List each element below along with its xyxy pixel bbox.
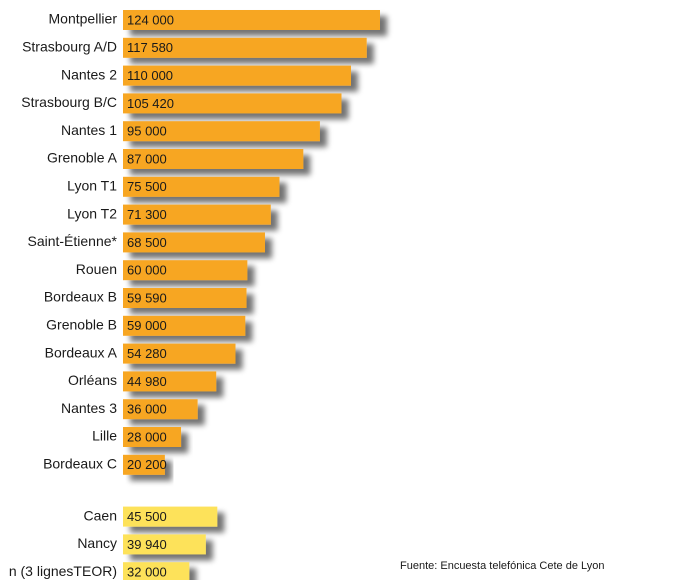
category-label: Bordeaux B <box>44 289 117 305</box>
category-label: Orléans <box>68 372 117 388</box>
value-label: 105 420 <box>127 96 174 111</box>
bar <box>123 288 247 308</box>
value-label: 71 300 <box>127 207 167 222</box>
value-label: 44 980 <box>127 374 167 389</box>
bar <box>123 149 304 169</box>
value-label: 28 000 <box>127 429 167 444</box>
value-label: 117 580 <box>127 40 173 55</box>
value-label: 110 000 <box>127 68 173 83</box>
bar <box>123 506 218 527</box>
bar <box>123 37 367 58</box>
bar <box>123 176 280 197</box>
bar <box>123 534 206 555</box>
bar <box>123 232 265 253</box>
category-label: Strasbourg B/C <box>21 94 117 110</box>
value-label: 54 280 <box>127 346 167 361</box>
bar <box>123 260 248 281</box>
value-label: 60 000 <box>127 263 167 278</box>
category-label: Grenoble A <box>47 150 118 166</box>
bar <box>123 454 165 475</box>
value-label: 87 000 <box>127 151 167 166</box>
category-label: Lyon T2 <box>67 205 117 221</box>
value-label: 75 500 <box>127 179 167 194</box>
category-label: Bordeaux A <box>45 344 118 360</box>
category-label: Saint-Étienne* <box>27 233 117 249</box>
category-label: Grenoble B <box>46 317 117 333</box>
value-label: 36 000 <box>127 402 167 417</box>
bar <box>123 93 342 114</box>
category-label: Strasbourg A/D <box>22 39 117 55</box>
category-label: Nancy <box>77 535 117 551</box>
value-label: 59 590 <box>127 290 167 305</box>
category-label: Montpellier <box>49 11 118 27</box>
category-label: Bordeaux C <box>43 456 117 472</box>
bar <box>123 65 351 86</box>
bar <box>123 315 246 336</box>
bar <box>123 204 271 225</box>
category-label: Caen <box>84 507 117 523</box>
category-label: Lyon T1 <box>67 178 117 194</box>
value-label: 39 940 <box>127 537 167 552</box>
value-label: 95 000 <box>127 124 167 139</box>
value-label: 32 000 <box>127 565 167 580</box>
value-label: 45 500 <box>127 509 167 524</box>
category-label: Nantes 3 <box>61 400 117 416</box>
category-label: Nantes 2 <box>61 66 117 82</box>
bar <box>123 427 182 447</box>
value-label: 68 500 <box>127 235 167 250</box>
value-label: 59 000 <box>127 318 167 333</box>
source: Fuente: Encuesta telefónica Cete de Lyon <box>400 560 604 572</box>
bar <box>123 371 217 392</box>
value-label: 20 200 <box>127 457 167 472</box>
bar <box>123 121 320 142</box>
category-label: n (3 lignesTEOR) <box>9 563 117 579</box>
bar <box>123 10 380 30</box>
value-label: 124 000 <box>127 12 174 27</box>
category-label: Nantes 1 <box>61 122 117 138</box>
bar <box>123 343 236 364</box>
bar <box>123 399 198 420</box>
category-label: Rouen <box>76 261 117 277</box>
bar <box>123 562 190 580</box>
category-label: Lille <box>92 428 117 444</box>
